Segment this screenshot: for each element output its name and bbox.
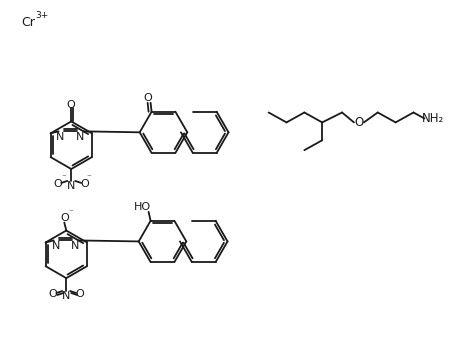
- Text: ⁻: ⁻: [87, 173, 92, 182]
- Text: N: N: [62, 291, 70, 301]
- Text: O: O: [60, 213, 69, 223]
- Text: 3+: 3+: [35, 11, 49, 20]
- Text: HO: HO: [134, 202, 151, 212]
- Text: O: O: [354, 116, 364, 129]
- Text: O: O: [143, 93, 152, 103]
- Text: N: N: [76, 132, 84, 142]
- Text: ⁻: ⁻: [69, 208, 74, 217]
- Text: NH₂: NH₂: [422, 112, 445, 125]
- Text: O: O: [53, 179, 62, 189]
- Text: O: O: [81, 179, 89, 189]
- Text: Cr: Cr: [22, 16, 35, 29]
- Text: ⁻: ⁻: [61, 173, 66, 182]
- Text: O: O: [48, 289, 57, 299]
- Text: O: O: [67, 99, 75, 109]
- Text: O: O: [76, 289, 84, 299]
- Text: N: N: [67, 181, 75, 191]
- Text: N: N: [51, 241, 60, 251]
- Text: N: N: [71, 241, 79, 251]
- Text: N: N: [57, 132, 65, 142]
